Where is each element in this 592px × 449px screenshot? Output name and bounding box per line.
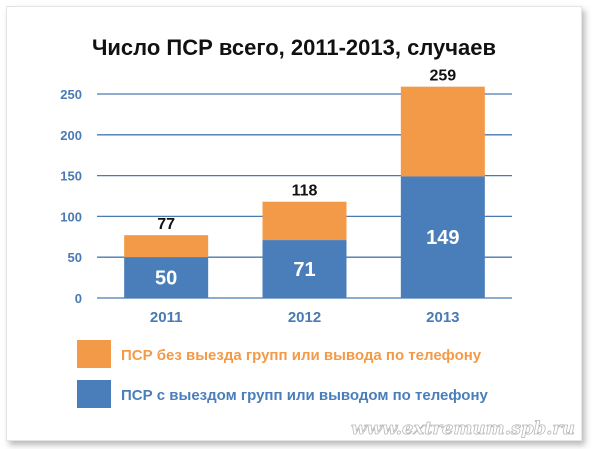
bar-segment-orange	[262, 201, 347, 241]
bar-inner-label: 149	[426, 227, 459, 249]
legend-swatch-orange	[77, 340, 111, 368]
bar-total-label: 259	[429, 68, 456, 85]
y-tick-label: 0	[75, 291, 82, 306]
chart-svg: Число ПСР всего, 2011-2013, случаев 0 50 1…	[60, 35, 575, 439]
y-tick-label: 250	[60, 87, 82, 102]
y-tick-label: 50	[68, 250, 82, 265]
chart-frame: Число ПСР всего, 2011-2013, случаев 0 50 1…	[6, 6, 582, 441]
legend-swatch-blue	[77, 380, 111, 408]
x-tick-label: 2011	[150, 309, 183, 326]
watermark: www.extremum.spb.ru	[351, 418, 575, 439]
chart-title: Число ПСР всего, 2011-2013, случаев	[92, 35, 496, 60]
bar-segment-orange	[124, 235, 209, 258]
bar-segment-orange	[400, 86, 485, 177]
legend-label-blue: ПСР с выездом групп или выводом по телеф…	[121, 387, 489, 404]
bar-inner-label: 71	[293, 259, 315, 281]
x-tick-label: 2013	[426, 309, 459, 326]
y-tick-label: 200	[60, 128, 82, 143]
legend-label-orange: ПСР без выезда групп или вывода по телеф…	[121, 347, 482, 364]
x-axis-ticks: 2011 2012 2013	[150, 309, 460, 326]
bar-segment-blue	[262, 240, 347, 298]
bar-inner-label: 50	[155, 268, 177, 290]
x-tick-label: 2012	[288, 309, 321, 326]
bar-total-label: 77	[157, 216, 175, 233]
bar-total-label: 118	[292, 183, 318, 200]
bars	[124, 86, 485, 298]
data-labels: 50 77 71 118 149 259	[155, 68, 459, 290]
y-tick-label: 100	[60, 209, 82, 224]
bar-segment-blue	[400, 176, 485, 298]
bar-segment-blue	[124, 257, 209, 298]
y-tick-label: 150	[60, 169, 82, 184]
y-axis-ticks: 0 50 100 150 200 250	[60, 87, 82, 306]
legend: ПСР без выезда групп или вывода по телеф…	[77, 340, 489, 408]
